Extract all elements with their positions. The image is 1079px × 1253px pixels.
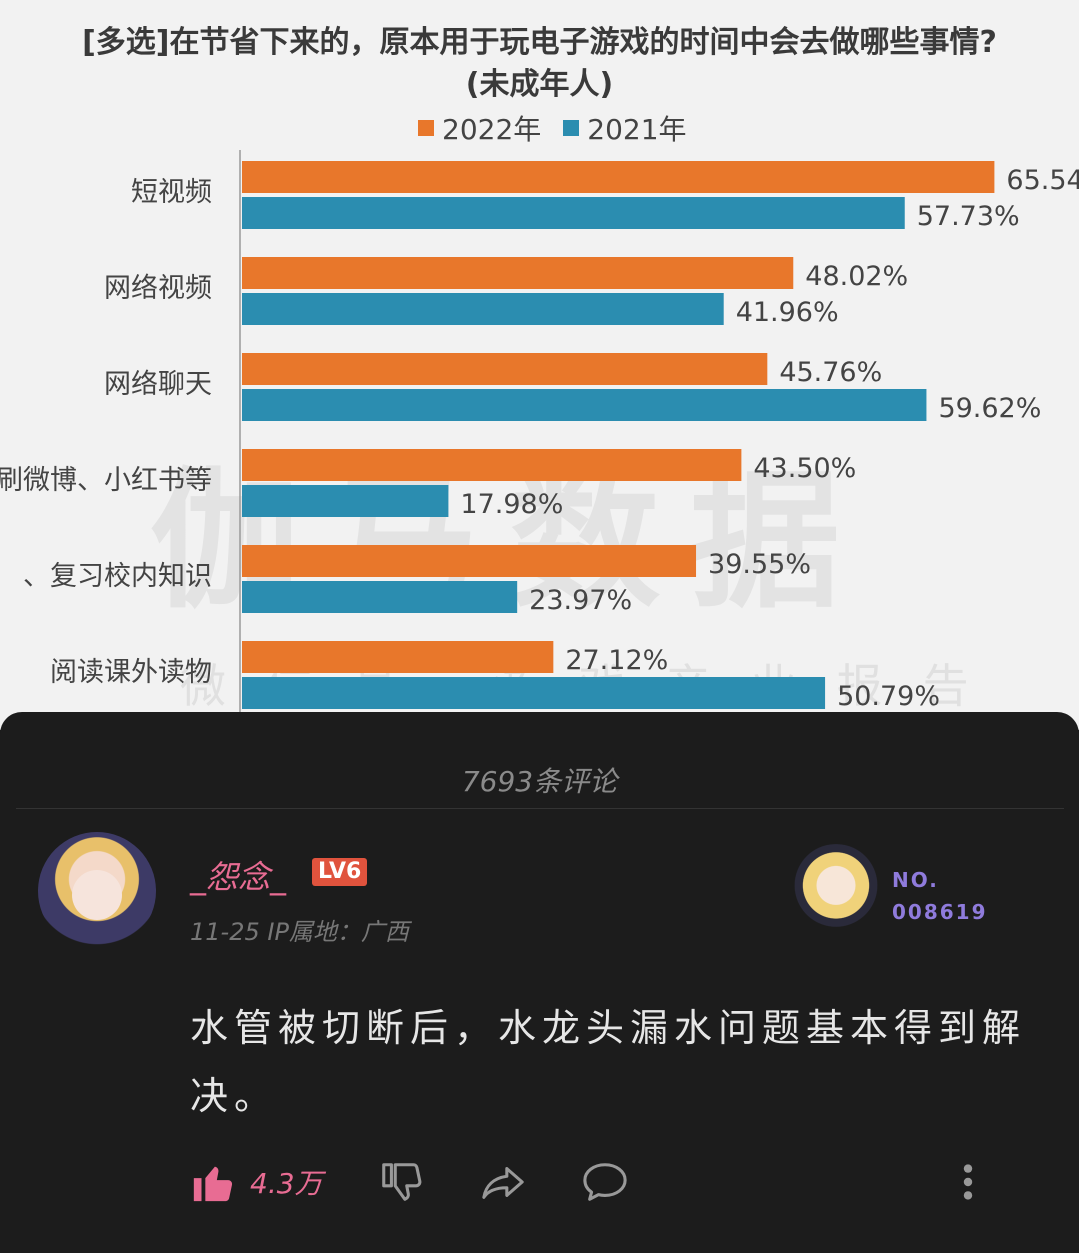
legend-label-2022: 2022年	[442, 113, 542, 146]
divider	[16, 808, 1064, 809]
more-button[interactable]	[954, 1152, 982, 1212]
user-avatar[interactable]	[38, 832, 156, 950]
data-label: 41.96%	[736, 297, 839, 328]
like-button[interactable]: 4.3万	[190, 1152, 323, 1212]
data-label: 17.98%	[460, 489, 563, 520]
legend-item-2022: 2022年	[418, 108, 541, 148]
bar-2022年	[242, 353, 768, 385]
bar-2021年	[242, 293, 724, 325]
data-label: 57.73%	[917, 201, 1020, 232]
bar-2022年	[242, 257, 794, 289]
bar-2021年	[242, 389, 927, 421]
category-label: 网络视频	[104, 273, 212, 304]
dislike-button[interactable]	[378, 1152, 424, 1212]
comment-text: 水管被切断后，水龙头漏水问题基本得到解决。	[190, 1006, 1027, 1118]
chart-title-line1: [多选]在节省下来的，原本用于玩电子游戏的时间中会去做哪些事情?	[82, 25, 997, 60]
chart-subtitle: (未成年人)	[465, 67, 614, 102]
data-label: 23.97%	[529, 585, 632, 616]
legend-item-2021: 2021年	[563, 108, 687, 148]
avatar-face	[72, 870, 122, 920]
bar-2022年	[242, 545, 697, 577]
level-badge: LV6	[312, 858, 368, 886]
bar-2022年	[242, 161, 995, 193]
legend-swatch-2022	[418, 120, 434, 136]
data-label: 50.79%	[837, 681, 940, 712]
fan-number-label: NO.	[892, 868, 939, 892]
bar-2022年	[242, 449, 742, 481]
fan-number: NO. 008619	[892, 864, 988, 928]
comment-bubble-icon	[583, 1163, 627, 1201]
bar-chart: 短视频 65.54 57.73% 网络视频 48.02% 41.96% 网络聊天 45.76%…	[0, 150, 1079, 730]
chart-title: [多选]在节省下来的，原本用于玩电子游戏的时间中会去做哪些事情? (未成年人)	[0, 22, 1079, 106]
data-label: 45.76%	[779, 357, 882, 388]
action-bar: 4.3万	[0, 1152, 1079, 1212]
share-icon	[482, 1167, 524, 1199]
bar-2021年	[242, 581, 518, 613]
legend-swatch-2021	[563, 120, 580, 136]
bar-2021年	[242, 485, 449, 517]
category-label: 刷微博、小红书等	[0, 465, 212, 496]
comment-meta: 11-25 IP属地：广西	[190, 918, 409, 946]
reply-button[interactable]	[580, 1152, 630, 1212]
fan-badge-avatar[interactable]	[790, 844, 882, 936]
like-count: 4.3万	[250, 1167, 323, 1200]
category-label: 、复习校内知识	[23, 561, 212, 592]
data-label: 43.50%	[753, 453, 856, 484]
category-label: 短视频	[131, 177, 212, 208]
data-label: 65.54	[1006, 165, 1079, 196]
thumbs-up-icon	[193, 1166, 233, 1202]
data-label: 27.12%	[565, 645, 668, 676]
bar-2022年	[242, 641, 554, 673]
username[interactable]: _怨念_	[190, 858, 287, 896]
chart-image: 伽马数据 微信号 游戏产业报告 [多选]在节省下来的，原本用于玩电子游戏的时间中…	[0, 0, 1079, 730]
data-label: 59.62%	[938, 393, 1041, 424]
bar-2021年	[242, 677, 826, 709]
bar-2021年	[242, 197, 905, 229]
data-label: 48.02%	[805, 261, 908, 292]
data-label: 39.55%	[708, 549, 811, 580]
legend-label-2021: 2021年	[587, 113, 687, 146]
fan-number-value: 008619	[892, 900, 988, 924]
comment-panel: 7693条评论 _怨念_ LV6 11-25 IP属地：广西 NO. 00861…	[0, 712, 1079, 1253]
more-dots-icon	[963, 1164, 973, 1200]
chart-legend: 2022年 2021年	[418, 108, 709, 148]
category-label: 网络聊天	[104, 369, 212, 400]
comment-count: 7693条评论	[461, 765, 618, 798]
category-label: 阅读课外读物	[50, 657, 212, 688]
share-button[interactable]	[478, 1152, 528, 1212]
thumbs-down-icon	[382, 1163, 422, 1201]
